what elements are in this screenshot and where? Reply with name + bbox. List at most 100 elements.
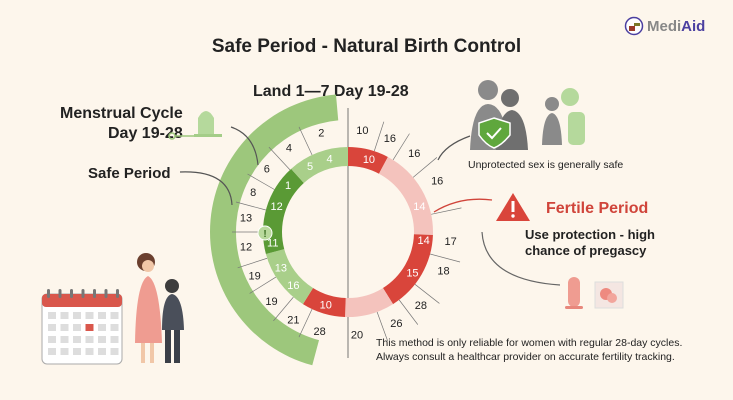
inner-day-label: 14 bbox=[417, 235, 429, 247]
calendar-ring bbox=[70, 289, 73, 298]
disclaimer-note: This method is only reliable for women w… bbox=[376, 336, 682, 364]
inner-day-label: 12 bbox=[270, 201, 282, 213]
safe-period-arc bbox=[210, 94, 339, 366]
calendar-day bbox=[60, 336, 69, 343]
calendar-day bbox=[85, 312, 94, 319]
tick-mark bbox=[235, 201, 266, 211]
calendar-day bbox=[60, 348, 69, 355]
calendar-icon bbox=[41, 289, 123, 365]
fertile-period-title: Fertile Period bbox=[546, 200, 649, 217]
logo: Medi Aid bbox=[624, 16, 705, 36]
outer-day-label: 12 bbox=[240, 241, 252, 253]
inner-day-label: 1 bbox=[285, 180, 291, 192]
tick-mark bbox=[398, 299, 419, 325]
tick-mark bbox=[273, 296, 294, 322]
page-title: Safe Period - Natural Birth Control bbox=[211, 36, 522, 57]
outer-day-label: 10 bbox=[356, 125, 368, 137]
calendar-day bbox=[48, 336, 56, 343]
inner-day-label: 16 bbox=[287, 280, 299, 292]
tick-mark bbox=[376, 311, 389, 342]
inner-day-label: 11 bbox=[267, 238, 278, 250]
inner-day-label: 13 bbox=[275, 263, 287, 275]
ring-segment-red bbox=[382, 234, 433, 305]
tick-mark bbox=[430, 253, 461, 263]
ring-segment-light-green bbox=[291, 147, 348, 183]
calendar-day bbox=[48, 312, 56, 319]
outer-day-label: 2 bbox=[318, 128, 324, 140]
svg-text:!: ! bbox=[263, 229, 266, 240]
outer-day-label: 19 bbox=[249, 271, 261, 283]
fertile-advice-line1: Use protection - high bbox=[525, 227, 655, 242]
outer-day-label: 6 bbox=[264, 164, 270, 176]
tick-mark bbox=[431, 207, 462, 215]
logo-text-medi: Medi bbox=[647, 17, 682, 35]
pill-pack-icon bbox=[594, 281, 624, 309]
calendar-day bbox=[60, 324, 69, 331]
fertile-advice-line2: chance of pregascy bbox=[525, 243, 647, 258]
outer-day-label: 21 bbox=[287, 314, 299, 326]
calendar-day bbox=[85, 336, 94, 343]
calendar-day bbox=[48, 324, 56, 331]
outer-day-label: 4 bbox=[286, 143, 292, 155]
calendar-day bbox=[60, 312, 69, 319]
tick-mark bbox=[298, 126, 313, 156]
note-line2: Always consult a healthcar provider on a… bbox=[376, 351, 675, 363]
calendar-day bbox=[85, 348, 94, 355]
fertile-advice: Use protection - high chance of pregascy bbox=[525, 227, 655, 259]
unprotected-text: Unprotected sex is generally safe bbox=[468, 159, 624, 171]
inner-day-label: 10 bbox=[320, 300, 332, 312]
outer-day-label: 28 bbox=[313, 326, 325, 338]
outer-day-label: 16 bbox=[431, 176, 443, 188]
ring-segment-red bbox=[302, 287, 346, 317]
ring-segment-red bbox=[348, 147, 388, 174]
calendar-day bbox=[110, 336, 119, 343]
warning-marker: ! bbox=[257, 225, 273, 241]
outer-day-label: 26 bbox=[390, 318, 402, 330]
tick-mark bbox=[392, 133, 410, 161]
calendar-ring bbox=[81, 289, 85, 298]
arrow-fertile bbox=[433, 198, 493, 213]
arrow-unprotected bbox=[437, 135, 471, 161]
calendar-ring bbox=[104, 289, 108, 298]
inner-day-label: 10 bbox=[363, 154, 375, 166]
tick-mark bbox=[249, 276, 277, 294]
outer-day-label: 18 bbox=[437, 266, 449, 278]
outer-day-label: 20 bbox=[351, 330, 363, 342]
calendar-ring bbox=[58, 289, 62, 298]
arrow-safe bbox=[179, 171, 233, 206]
cycle-header: Land 1—7 Day 19-28 bbox=[253, 83, 409, 100]
menstrual-line2: Day 19-28 bbox=[108, 125, 183, 142]
calendar-day bbox=[85, 324, 94, 331]
outer-day-label: 16 bbox=[408, 148, 420, 160]
green-condom-icon bbox=[168, 111, 222, 140]
calendar-ring bbox=[47, 289, 50, 298]
ring-segment-light-green bbox=[265, 249, 314, 305]
calendar-day bbox=[73, 312, 81, 319]
calendar-ring bbox=[93, 289, 96, 298]
outer-day-label: 19 bbox=[265, 296, 277, 308]
inner-day-label: 4 bbox=[327, 153, 333, 165]
tick-mark bbox=[412, 157, 438, 178]
note-line1: This method is only reliable for women w… bbox=[376, 337, 683, 349]
calendar-day bbox=[48, 348, 56, 355]
outer-day-label: 17 bbox=[444, 236, 456, 248]
outer-day-label: 28 bbox=[415, 300, 427, 312]
safe-period-label: Safe Period bbox=[88, 165, 171, 182]
ring-segment-pink bbox=[345, 287, 394, 317]
condom-icon bbox=[565, 277, 583, 309]
ring-segment-pink bbox=[378, 156, 433, 235]
couple-illustration bbox=[470, 80, 585, 150]
tick-mark bbox=[247, 173, 275, 190]
outer-day-label: 13 bbox=[240, 213, 252, 225]
calendar-ring bbox=[116, 289, 119, 298]
calendar-day bbox=[73, 336, 81, 343]
calendar-day bbox=[73, 324, 81, 331]
tick-mark bbox=[237, 257, 268, 269]
mother-child-illustration bbox=[135, 253, 184, 363]
arrow-protection bbox=[481, 231, 561, 286]
calendar-day bbox=[110, 312, 119, 319]
calendar-day bbox=[73, 348, 81, 355]
inner-day-label: 14 bbox=[413, 201, 425, 213]
